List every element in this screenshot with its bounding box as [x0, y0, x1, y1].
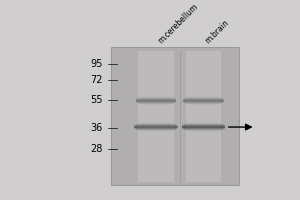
Text: 72: 72 — [90, 75, 102, 85]
Bar — [138, 51, 174, 182]
Text: 28: 28 — [90, 144, 102, 154]
Bar — [111, 47, 239, 185]
Text: m.cerebellum: m.cerebellum — [156, 2, 200, 46]
Text: 36: 36 — [90, 123, 102, 133]
Text: m.brain: m.brain — [203, 18, 231, 46]
Bar — [186, 51, 221, 182]
Text: 55: 55 — [90, 95, 102, 105]
Text: 95: 95 — [90, 59, 102, 69]
